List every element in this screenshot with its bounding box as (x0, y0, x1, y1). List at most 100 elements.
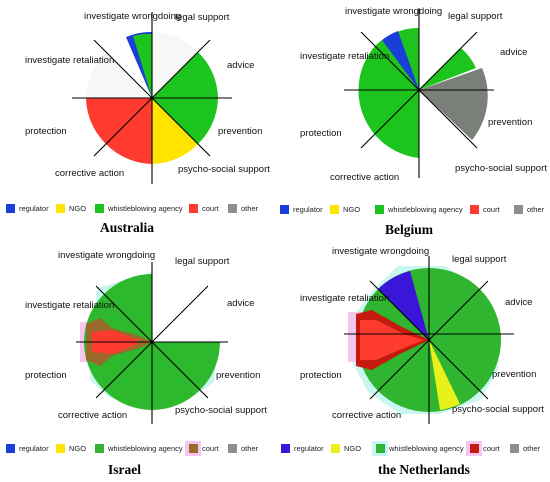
netherlands-axes (344, 256, 514, 424)
israel-legend-swatch-ngo (56, 444, 65, 453)
australia-legend-swatch-regulator (6, 204, 15, 213)
belgium-sector-advice-agency (419, 48, 476, 90)
australia-sector-corrective-court (106, 98, 152, 164)
belgium-legend-label-other: other (527, 205, 545, 214)
australia-legend-label-regulator: regulator (19, 204, 49, 213)
australia-legend: regulator NGO whistleblowing agency cour… (6, 204, 259, 213)
australia-legend-swatch-court (189, 204, 198, 213)
israel-legend-label-regulator: regulator (19, 444, 49, 453)
israel-label-corrective: corrective action (58, 410, 127, 421)
israel-legend: regulator NGO whistleblowing agency cour… (6, 441, 259, 456)
australia-legend-swatch-other (228, 204, 237, 213)
australia-sector-advice-agency (152, 52, 218, 98)
israel-title: Israel (108, 462, 141, 477)
australia-label-corrective: corrective action (55, 168, 124, 179)
belgium-sectors (358, 27, 488, 158)
australia-sector-wrongdoing-agency-sliver (133, 33, 152, 98)
israel-sector-psycho-agency (152, 342, 200, 410)
panel-netherlands: investigate wrongdoing legal support adv… (281, 246, 544, 477)
netherlands-legend-swatch-ngo (331, 444, 340, 453)
australia-label-psycho: psycho-social support (178, 164, 270, 175)
israel-label-wrongdoing-1: investigate wrongdoing (58, 250, 155, 261)
israel-label-prevention: prevention (216, 370, 260, 381)
belgium-label-wrongdoing-1: investigate wrongdoing (345, 6, 442, 17)
netherlands-label-advice: advice (505, 297, 532, 308)
netherlands-legend-swatch-regulator (281, 444, 290, 453)
israel-label-retaliation: investigate retaliation (25, 300, 114, 311)
israel-axes (76, 262, 228, 424)
netherlands-legend-swatch-court (470, 444, 479, 453)
israel-legend-label-ngo: NGO (69, 444, 86, 453)
belgium-sector-retaliation-agency (358, 46, 419, 158)
netherlands-legend-label-court: court (483, 444, 501, 453)
israel-legend-label-court: court (202, 444, 220, 453)
israel-sector-wrongdoing-agency (104, 274, 152, 342)
australia-sector-psycho-ngo (152, 98, 198, 164)
panel-belgium: investigate wrongdoing legal support adv… (280, 6, 547, 237)
australia-label-retaliation: investigate retaliation (25, 55, 114, 66)
belgium-label-legal: legal support (448, 11, 503, 22)
netherlands-legend-label-ngo: NGO (344, 444, 361, 453)
belgium-label-retaliation: investigate retaliation (300, 51, 389, 62)
australia-sector-protection-court (86, 98, 152, 144)
australia-label-advice: advice (227, 60, 254, 71)
belgium-axes (344, 8, 494, 178)
belgium-legend-label-ngo: NGO (343, 205, 360, 214)
israel-sector-corrective-agency (104, 342, 152, 410)
australia-sector-prevention-agency (152, 98, 218, 144)
netherlands-court-bright (360, 320, 424, 360)
belgium-legend-swatch-court (470, 205, 479, 214)
australia-legend-swatch-agency (95, 204, 104, 213)
netherlands-legend: regulator NGO whistleblowing agency cour… (281, 441, 541, 456)
netherlands-legend-label-other: other (523, 444, 541, 453)
belgium-legend-swatch-agency (375, 205, 384, 214)
australia-legend-swatch-ngo (56, 204, 65, 213)
netherlands-label-protection: protection (300, 370, 342, 381)
netherlands-legend-swatch-other (510, 444, 519, 453)
netherlands-label-retaliation: investigate retaliation (300, 293, 389, 304)
australia-label-wrongdoing-1: investigate wrongdoing (84, 11, 181, 22)
belgium-label-advice: advice (500, 47, 527, 58)
belgium-label-corrective: corrective action (330, 172, 399, 183)
israel-label-legal: legal support (175, 256, 230, 267)
israel-label-psycho: psycho-social support (175, 405, 267, 416)
australia-legend-label-other: other (241, 204, 259, 213)
belgium-legend-swatch-regulator (280, 205, 289, 214)
australia-title: Australia (100, 220, 154, 235)
australia-sectors (86, 31, 218, 164)
australia-legend-label-ngo: NGO (69, 204, 86, 213)
belgium-sector-wrongdoing-regulator (382, 31, 419, 90)
australia-sector-legal-empty (152, 32, 198, 98)
belgium-legend-label-regulator: regulator (293, 205, 323, 214)
belgium-legend-label-court: court (483, 205, 501, 214)
netherlands-sector-wrongdoing-regulator (378, 271, 429, 340)
australia-label-protection: protection (25, 126, 67, 137)
australia-axes (72, 12, 232, 184)
australia-legend-label-court: court (202, 204, 220, 213)
israel-legend-label-agency: whistleblowing agency (107, 444, 183, 453)
australia-label-prevention: prevention (218, 126, 262, 137)
netherlands-legend-swatch-agency (376, 444, 385, 453)
belgium-label-psycho: psycho-social support (455, 163, 547, 174)
belgium-legend-swatch-other (514, 205, 523, 214)
israel-legend-label-other: other (241, 444, 259, 453)
netherlands-label-psycho: psycho-social support (452, 404, 544, 415)
belgium-label-protection: protection (300, 128, 342, 139)
netherlands-sector-psycho-ngo (429, 340, 460, 410)
israel-legend-swatch-other (228, 444, 237, 453)
netherlands-label-corrective: corrective action (332, 410, 401, 421)
panel-israel: investigate wrongdoing legal support adv… (6, 250, 267, 477)
panel-australia: investigate wrongdoing legal support adv… (6, 11, 270, 235)
netherlands-legend-label-regulator: regulator (294, 444, 324, 453)
netherlands-label-wrongdoing-1: investigate wrongdoing (332, 246, 429, 257)
israel-legend-swatch-regulator (6, 444, 15, 453)
belgium-legend: regulator NGO whistleblowing agency cour… (280, 205, 545, 214)
israel-label-protection: protection (25, 370, 67, 381)
belgium-legend-swatch-ngo (330, 205, 339, 214)
australia-label-legal: legal support (175, 12, 230, 23)
netherlands-title: the Netherlands (378, 462, 470, 477)
belgium-label-prevention: prevention (488, 117, 532, 128)
netherlands-sectors (348, 266, 501, 414)
belgium-title: Belgium (385, 222, 434, 237)
